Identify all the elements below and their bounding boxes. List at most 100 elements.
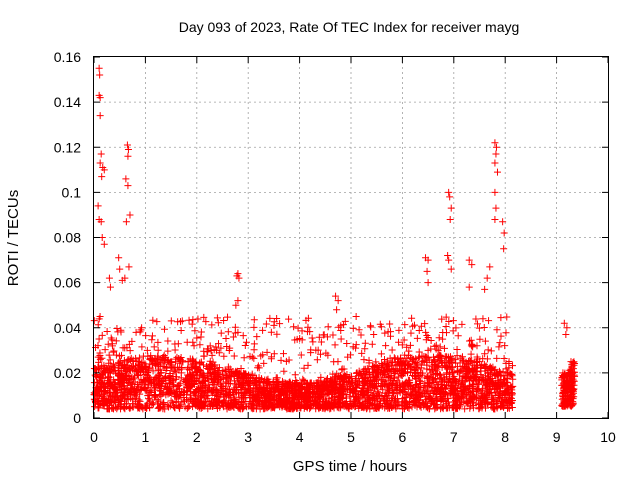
- data-point: [476, 335, 484, 343]
- data-point: [434, 386, 442, 394]
- data-point: [497, 314, 505, 322]
- data-point: [150, 343, 158, 351]
- data-point: [445, 359, 453, 367]
- data-point: [453, 352, 461, 360]
- data-point: [144, 368, 152, 376]
- data-point: [336, 386, 344, 394]
- data-point: [420, 401, 428, 409]
- data-point: [504, 369, 512, 377]
- data-point: [156, 386, 164, 394]
- data-point: [114, 403, 122, 411]
- data-point: [334, 358, 342, 366]
- data-point: [97, 372, 105, 380]
- data-point: [206, 357, 214, 365]
- data-point: [127, 386, 135, 394]
- data-point: [420, 386, 428, 394]
- data-point: [135, 354, 143, 362]
- data-point: [187, 396, 195, 404]
- data-point: [479, 315, 487, 323]
- data-point: [211, 375, 219, 383]
- data-point: [415, 348, 423, 356]
- data-point: [137, 383, 145, 391]
- data-point: [385, 388, 393, 396]
- data-point: [485, 317, 493, 325]
- data-point: [209, 389, 217, 397]
- data-point: [266, 314, 274, 322]
- data-point: [353, 400, 361, 408]
- data-point: [285, 315, 293, 323]
- data-point: [250, 316, 258, 324]
- data-point: [288, 385, 296, 393]
- data-point: [358, 387, 366, 395]
- data-point: [389, 380, 397, 388]
- data-point: [412, 384, 420, 392]
- data-point: [417, 322, 425, 330]
- data-point: [446, 363, 454, 371]
- data-point: [465, 365, 473, 373]
- data-point: [346, 392, 354, 400]
- data-point: [291, 371, 299, 379]
- data-point: [253, 385, 261, 393]
- data-point: [413, 381, 421, 389]
- data-point: [341, 317, 349, 325]
- data-point: [507, 371, 515, 379]
- data-point: [361, 345, 369, 353]
- data-point: [405, 404, 413, 412]
- data-point: [413, 394, 421, 402]
- data-point: [339, 385, 347, 393]
- data-point: [304, 361, 312, 369]
- data-point: [124, 152, 132, 160]
- data-point: [361, 379, 369, 387]
- data-point: [226, 391, 234, 399]
- data-point: [257, 375, 265, 383]
- data-point: [395, 366, 403, 374]
- data-point: [277, 356, 285, 364]
- data-point: [155, 397, 163, 405]
- data-point: [280, 367, 288, 375]
- data-point: [183, 379, 191, 387]
- data-point: [303, 328, 311, 336]
- data-point: [444, 252, 452, 260]
- data-point: [421, 381, 429, 389]
- data-point: [309, 384, 317, 392]
- data-point: [299, 394, 307, 402]
- data-point: [400, 336, 408, 344]
- data-point: [423, 373, 431, 381]
- data-point: [306, 405, 314, 413]
- data-point: [297, 351, 305, 359]
- data-point: [313, 401, 321, 409]
- data-point: [423, 267, 431, 275]
- data-point: [196, 367, 204, 375]
- data-point: [508, 390, 516, 398]
- data-point: [225, 385, 233, 393]
- data-point: [156, 363, 164, 371]
- data-point: [481, 337, 489, 345]
- data-point: [221, 397, 229, 405]
- data-point: [157, 359, 165, 367]
- data-point: [164, 347, 172, 355]
- data-point: [321, 391, 329, 399]
- data-point: [447, 382, 455, 390]
- data-point: [454, 332, 462, 340]
- data-point: [106, 283, 114, 291]
- data-point: [559, 392, 567, 400]
- data-point: [94, 353, 102, 361]
- data-point: [200, 313, 208, 321]
- data-point: [270, 321, 278, 329]
- data-point: [361, 339, 369, 347]
- data-point: [273, 381, 281, 389]
- data-point: [439, 335, 447, 343]
- data-point: [349, 378, 357, 386]
- data-point: [279, 350, 287, 358]
- data-point: [437, 371, 445, 379]
- data-point: [364, 396, 372, 404]
- data-point: [281, 390, 289, 398]
- data-point: [237, 393, 245, 401]
- data-point: [137, 369, 145, 377]
- data-point: [264, 392, 272, 400]
- data-point: [466, 382, 474, 390]
- data-point: [439, 328, 447, 336]
- data-point: [203, 386, 211, 394]
- y-tick-label: 0.08: [54, 230, 81, 246]
- data-point: [493, 168, 501, 176]
